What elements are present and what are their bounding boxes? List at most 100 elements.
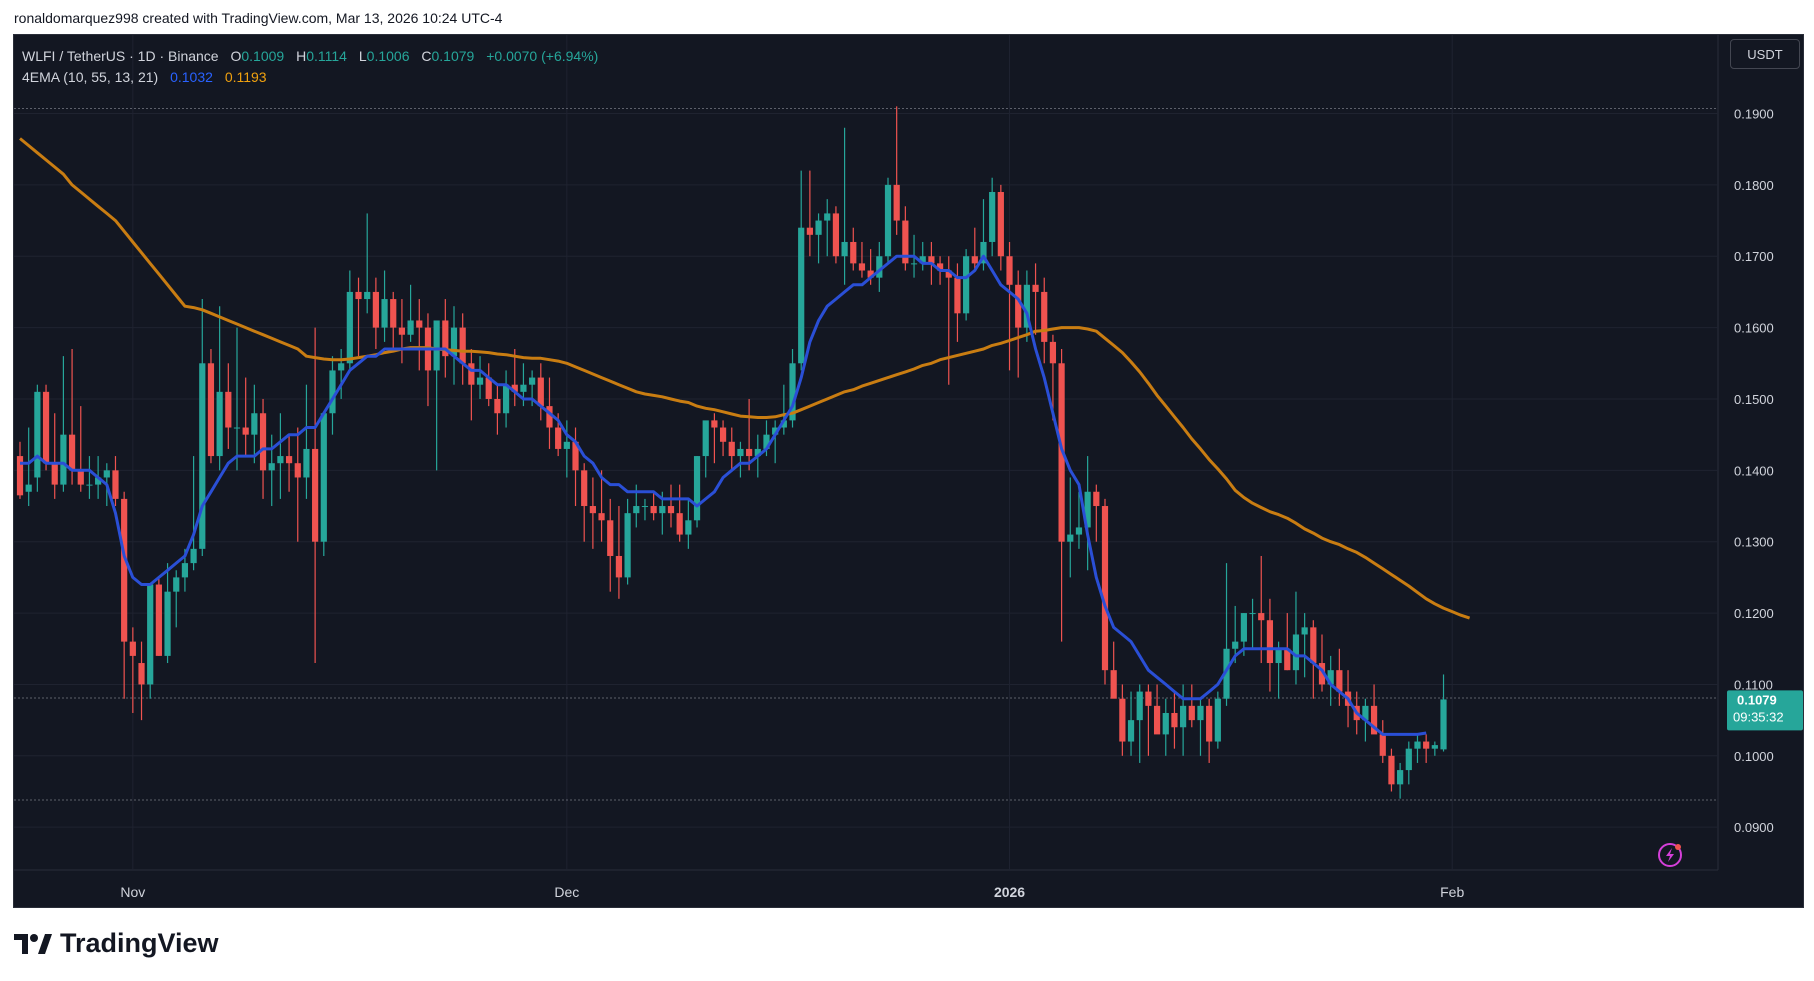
candle <box>598 470 605 542</box>
candle <box>407 284 414 342</box>
candle-body <box>1431 745 1438 749</box>
candle <box>346 270 353 371</box>
candle <box>147 584 154 699</box>
candle <box>1032 263 1039 335</box>
ema-fast-line <box>20 254 1427 736</box>
candle <box>1206 698 1213 763</box>
candle <box>216 306 223 471</box>
candle-body <box>572 441 579 471</box>
lightning-icon[interactable] <box>1658 843 1682 867</box>
candle <box>1414 734 1421 763</box>
candle <box>60 356 67 492</box>
candle <box>355 277 362 357</box>
candle-body <box>1075 527 1083 535</box>
candle-body <box>494 398 501 414</box>
candle <box>1023 270 1030 342</box>
candle-body <box>1423 741 1430 749</box>
candle-body <box>1292 634 1300 671</box>
candle-body <box>450 327 458 357</box>
candle <box>1006 241 1013 371</box>
y-tick-label: 0.1700 <box>1734 249 1774 264</box>
candle-body <box>1214 698 1221 742</box>
candle-body <box>164 591 171 656</box>
candle <box>1310 620 1317 699</box>
candle-body <box>537 377 544 407</box>
candle-body <box>1162 712 1169 735</box>
candle <box>381 270 388 342</box>
candle <box>416 299 423 371</box>
candle-body <box>815 220 822 235</box>
candle-body <box>138 663 145 685</box>
candle <box>893 106 900 235</box>
candle-body <box>789 363 796 421</box>
candle-body <box>1101 506 1109 671</box>
candle-body <box>1153 705 1161 735</box>
candle-body <box>34 391 41 478</box>
candle-body <box>86 484 93 486</box>
candle-body <box>103 470 110 478</box>
candle-body <box>876 256 883 278</box>
candle-body <box>433 320 440 371</box>
candle <box>1101 498 1109 685</box>
candle <box>702 420 709 478</box>
candle-body <box>1206 705 1213 742</box>
candle <box>242 377 249 457</box>
candle-body <box>1180 705 1187 728</box>
indicator-title[interactable]: 4EMA (10, 55, 13, 21) <box>22 69 159 85</box>
candle-body <box>416 320 423 328</box>
candle-body <box>259 413 267 471</box>
candle <box>1136 684 1143 763</box>
candle-body <box>928 256 935 264</box>
candle-body <box>841 241 848 257</box>
candle <box>589 477 596 549</box>
candle-body <box>633 506 640 514</box>
candle-body <box>303 448 310 478</box>
candle <box>1110 641 1117 699</box>
candle <box>1397 762 1404 799</box>
candle-body <box>563 441 570 449</box>
candle <box>945 256 952 385</box>
candle-body <box>1240 613 1247 642</box>
candle-body <box>676 513 683 535</box>
currency-unit-button[interactable]: USDT <box>1730 39 1800 69</box>
candle <box>320 413 327 556</box>
candle-body <box>693 456 701 521</box>
close-label: C <box>421 48 432 64</box>
candle-body <box>1197 705 1204 721</box>
y-tick-label: 0.1900 <box>1734 107 1774 122</box>
symbol-title[interactable]: WLFI / TetherUS · 1D · Binance <box>22 48 219 64</box>
candle <box>442 299 449 378</box>
candle-body <box>546 406 553 428</box>
candle-body <box>954 277 961 314</box>
candle-body <box>589 506 596 514</box>
candle <box>1223 563 1230 706</box>
candle-body <box>312 448 319 542</box>
tradingview-brand: TradingView <box>14 928 219 959</box>
candle <box>537 363 544 421</box>
candle-body <box>1145 691 1152 706</box>
candle-body <box>77 470 84 485</box>
brand-name: TradingView <box>60 928 219 958</box>
tradingview-logo-icon <box>14 933 52 954</box>
candle-body <box>754 448 761 457</box>
candle-body <box>502 384 510 414</box>
candle <box>832 206 840 264</box>
candle <box>563 420 570 478</box>
candle <box>824 199 831 257</box>
candle-body <box>320 413 327 542</box>
candle <box>1058 349 1065 642</box>
candle-body <box>1110 670 1117 699</box>
candle-body <box>1223 648 1230 699</box>
candle-body <box>199 363 206 549</box>
chart-frame[interactable] <box>13 34 1804 908</box>
candle-body <box>173 577 180 592</box>
candle-body <box>268 463 275 471</box>
price-axis: 0.0900 0.1000 0.1100 0.1200 0.1300 0.1400 0.15… <box>1734 107 1774 836</box>
candle <box>1370 684 1378 735</box>
candle-body <box>1440 699 1447 750</box>
candle <box>1084 456 1091 571</box>
candle-body <box>60 434 67 485</box>
candle <box>772 420 779 464</box>
candle <box>77 406 84 492</box>
